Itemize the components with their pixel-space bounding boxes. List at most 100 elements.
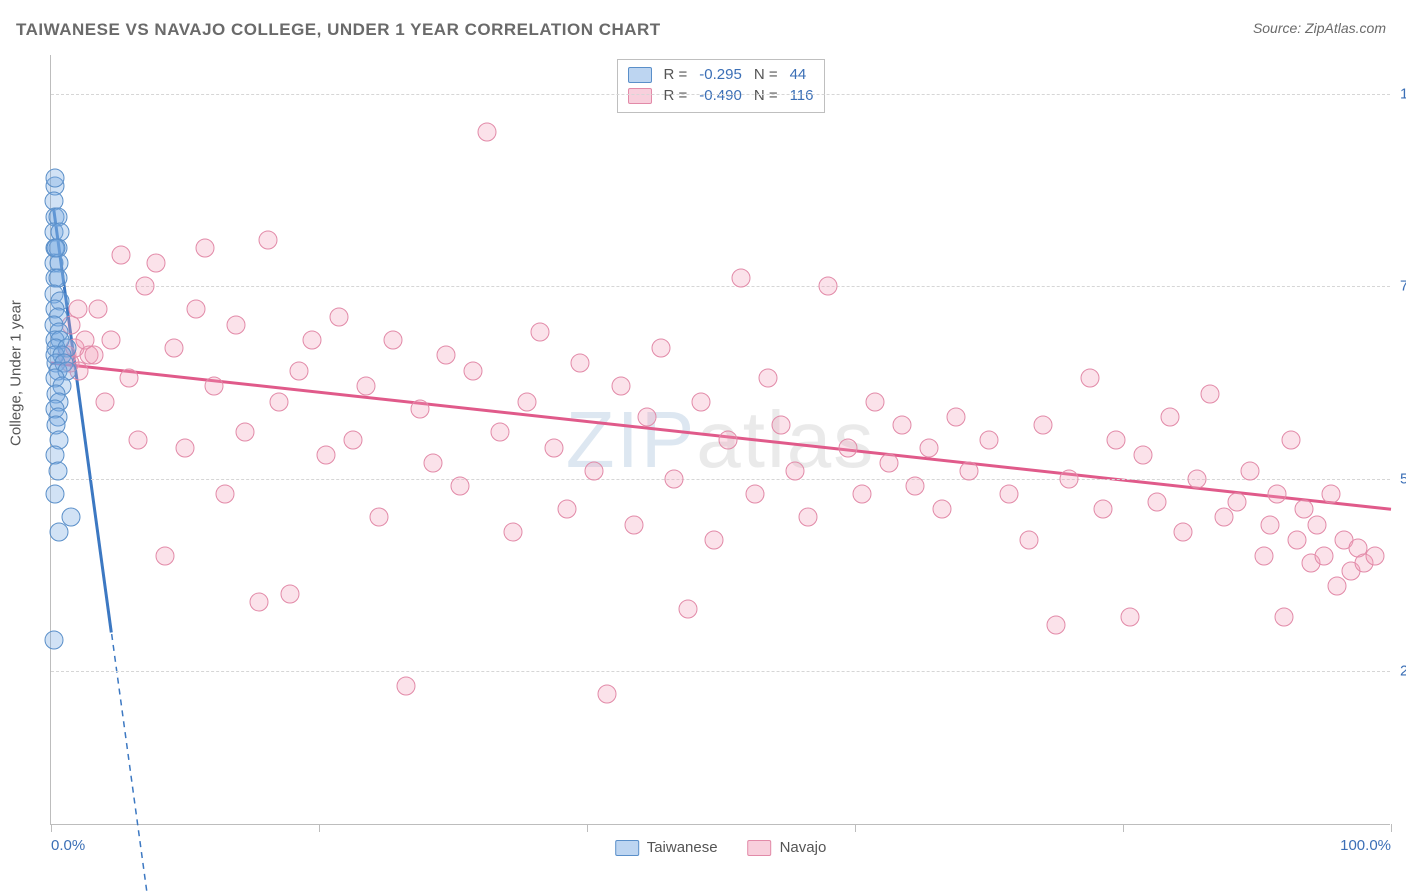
scatter-point bbox=[1020, 531, 1039, 550]
scatter-point bbox=[356, 377, 375, 396]
scatter-point bbox=[1174, 523, 1193, 542]
scatter-point bbox=[165, 338, 184, 357]
scatter-point bbox=[44, 631, 63, 650]
series-legend: Taiwanese Navajo bbox=[615, 839, 827, 856]
plot-area: ZIPatlas R = -0.295 N = 44 R = -0.490 N … bbox=[50, 55, 1390, 825]
xtick-label: 100.0% bbox=[1340, 837, 1391, 854]
scatter-point bbox=[1080, 369, 1099, 388]
scatter-point bbox=[330, 307, 349, 326]
scatter-point bbox=[665, 469, 684, 488]
n-label: N = bbox=[754, 85, 778, 106]
scatter-point bbox=[611, 377, 630, 396]
scatter-point bbox=[343, 431, 362, 450]
scatter-point bbox=[383, 330, 402, 349]
ytick-label: 50.0% bbox=[1394, 470, 1406, 487]
scatter-point bbox=[146, 253, 165, 272]
scatter-point bbox=[1328, 577, 1347, 596]
stats-row-navajo: R = -0.490 N = 116 bbox=[628, 85, 814, 106]
scatter-point bbox=[102, 330, 121, 349]
scatter-point bbox=[176, 438, 195, 457]
scatter-point bbox=[46, 169, 65, 188]
scatter-point bbox=[1308, 515, 1327, 534]
series-b-name: Navajo bbox=[780, 839, 827, 856]
legend-item-taiwanese: Taiwanese bbox=[615, 839, 718, 856]
source-label: Source: ZipAtlas.com bbox=[1253, 20, 1386, 36]
n-label: N = bbox=[754, 64, 778, 85]
stats-row-taiwanese: R = -0.295 N = 44 bbox=[628, 64, 814, 85]
scatter-point bbox=[1321, 484, 1340, 503]
scatter-point bbox=[370, 508, 389, 527]
scatter-point bbox=[423, 454, 442, 473]
ytick-label: 75.0% bbox=[1394, 278, 1406, 295]
stats-legend: R = -0.295 N = 44 R = -0.490 N = 116 bbox=[617, 59, 825, 113]
scatter-point bbox=[531, 323, 550, 342]
r-value-a: -0.295 bbox=[699, 64, 742, 85]
scatter-point bbox=[852, 484, 871, 503]
scatter-point bbox=[651, 338, 670, 357]
scatter-point bbox=[705, 531, 724, 550]
scatter-point bbox=[866, 392, 885, 411]
scatter-point bbox=[1093, 500, 1112, 519]
scatter-point bbox=[1214, 508, 1233, 527]
xtick bbox=[1391, 824, 1392, 832]
xtick bbox=[319, 824, 320, 832]
scatter-point bbox=[216, 484, 235, 503]
scatter-point bbox=[129, 431, 148, 450]
gridline bbox=[51, 286, 1390, 287]
xtick bbox=[855, 824, 856, 832]
scatter-point bbox=[84, 346, 103, 365]
y-axis-label: College, Under 1 year bbox=[8, 300, 25, 446]
scatter-point bbox=[1227, 492, 1246, 511]
scatter-point bbox=[196, 238, 215, 257]
scatter-point bbox=[397, 677, 416, 696]
scatter-point bbox=[226, 315, 245, 334]
scatter-point bbox=[303, 330, 322, 349]
scatter-point bbox=[1120, 608, 1139, 627]
scatter-point bbox=[819, 277, 838, 296]
scatter-point bbox=[1201, 384, 1220, 403]
scatter-point bbox=[50, 523, 69, 542]
n-value-b: 116 bbox=[790, 85, 814, 106]
r-label: R = bbox=[664, 85, 688, 106]
scatter-point bbox=[933, 500, 952, 519]
n-value-a: 44 bbox=[790, 64, 807, 85]
scatter-point bbox=[205, 377, 224, 396]
scatter-point bbox=[1033, 415, 1052, 434]
scatter-point bbox=[1274, 608, 1293, 627]
scatter-point bbox=[624, 515, 643, 534]
scatter-point bbox=[289, 361, 308, 380]
scatter-point bbox=[249, 592, 268, 611]
scatter-point bbox=[437, 346, 456, 365]
scatter-point bbox=[839, 438, 858, 457]
scatter-point bbox=[280, 585, 299, 604]
swatch-navajo-icon bbox=[628, 88, 652, 104]
scatter-point bbox=[410, 400, 429, 419]
scatter-point bbox=[946, 407, 965, 426]
scatter-point bbox=[980, 431, 999, 450]
scatter-point bbox=[557, 500, 576, 519]
swatch-navajo-icon bbox=[748, 840, 772, 856]
scatter-point bbox=[504, 523, 523, 542]
scatter-point bbox=[48, 461, 67, 480]
scatter-point bbox=[772, 415, 791, 434]
scatter-point bbox=[88, 300, 107, 319]
scatter-point bbox=[477, 123, 496, 142]
scatter-point bbox=[464, 361, 483, 380]
scatter-point bbox=[879, 454, 898, 473]
scatter-point bbox=[111, 246, 130, 265]
scatter-point bbox=[259, 230, 278, 249]
scatter-point bbox=[959, 461, 978, 480]
scatter-point bbox=[1134, 446, 1153, 465]
series-a-name: Taiwanese bbox=[647, 839, 718, 856]
scatter-point bbox=[598, 685, 617, 704]
ytick-label: 100.0% bbox=[1394, 85, 1406, 102]
scatter-point bbox=[906, 477, 925, 496]
scatter-point bbox=[1047, 615, 1066, 634]
scatter-point bbox=[46, 484, 65, 503]
scatter-point bbox=[1241, 461, 1260, 480]
gridline bbox=[51, 94, 1390, 95]
r-label: R = bbox=[664, 64, 688, 85]
gridline bbox=[51, 671, 1390, 672]
r-value-b: -0.490 bbox=[699, 85, 742, 106]
scatter-point bbox=[135, 277, 154, 296]
